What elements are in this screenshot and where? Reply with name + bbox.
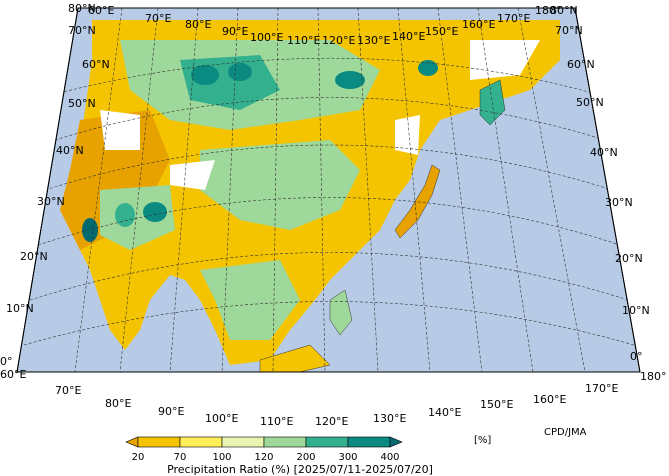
lat-label-right-80: 80°N <box>550 4 578 17</box>
wet-core-5 <box>143 202 167 222</box>
legend-arrow-low <box>125 436 139 448</box>
legend-swatch <box>305 436 349 448</box>
lon-label-bottom-120: 120°E <box>315 415 348 428</box>
lon-label-bottom-90: 90°E <box>158 405 184 418</box>
graticule <box>23 8 635 372</box>
lon-label-bottom-160: 160°E <box>533 393 566 406</box>
lat-label-left-20: 20°N <box>20 250 48 263</box>
lon-label-top-160: 160°E <box>462 18 495 31</box>
lat-label-left-70: 70°N <box>68 24 96 37</box>
lat-label-right-0: 0° <box>630 350 643 363</box>
map-title: Precipitation Ratio (%) [2025/07/11-2025… <box>167 463 433 476</box>
lon-label-top-120: 120°E <box>322 34 355 47</box>
lat-label-right-10: 10°N <box>622 304 650 317</box>
no-data-1 <box>100 110 140 150</box>
legend-swatch <box>221 436 265 448</box>
lon-label-bottom-180: 180° <box>640 370 667 383</box>
lon-label-bottom-100: 100°E <box>205 412 238 425</box>
lon-label-bottom-130: 130°E <box>373 412 406 425</box>
legend-arrow-high <box>389 436 403 448</box>
legend-swatch <box>263 436 307 448</box>
wet-core-2 <box>228 63 252 81</box>
lon-label-bottom-60: 60°E <box>0 368 26 381</box>
lat-label-left-50: 50°N <box>68 97 96 110</box>
lat-label-left-30: 30°N <box>37 195 65 208</box>
lat-label-left-60: 60°N <box>82 58 110 71</box>
no-data-3 <box>395 115 420 155</box>
land-central-wet <box>200 140 360 230</box>
lon-labels-bottom: 60°E 70°E 80°E 90°E 100°E 110°E 120°E 13… <box>0 368 667 428</box>
lon-label-top-90: 90°E <box>222 25 248 38</box>
legend-tick-100: 100 <box>212 452 231 463</box>
lon-label-top-80: 80°E <box>185 18 211 31</box>
lon-label-top-70: 70°E <box>145 12 171 25</box>
lat-label-right-40: 40°N <box>590 146 618 159</box>
lon-label-top-60: 60°E <box>88 4 114 17</box>
land-se-asia <box>200 260 300 340</box>
lon-label-top-170: 170°E <box>497 12 530 25</box>
lon-label-top-180: 180° <box>535 4 562 17</box>
wet-core-3 <box>335 71 365 89</box>
wet-core-7 <box>82 218 98 242</box>
lon-label-top-100: 100°E <box>250 31 283 44</box>
lat-labels-right: 80°N 70°N 60°N 50°N 40°N 30°N 20°N 10°N … <box>550 4 650 363</box>
legend-tick-120: 120 <box>254 452 273 463</box>
lon-label-bottom-80: 80°E <box>105 397 131 410</box>
lon-label-top-140: 140°E <box>392 30 425 43</box>
lat-label-left-40: 40°N <box>56 144 84 157</box>
legend-swatch <box>137 436 181 448</box>
lat-label-right-30: 30°N <box>605 196 633 209</box>
lon-label-bottom-70: 70°E <box>55 384 81 397</box>
lat-label-left-80: 80°N <box>68 2 96 15</box>
lat-label-left-10: 10°N <box>6 302 34 315</box>
wet-core-4 <box>418 60 438 76</box>
lon-label-top-150: 150°E <box>425 25 458 38</box>
legend-tick-400: 400 <box>380 452 399 463</box>
map-frame <box>16 7 641 373</box>
legend-tick-70: 70 <box>174 452 187 463</box>
legend-tick-200: 200 <box>296 452 315 463</box>
lon-label-bottom-140: 140°E <box>428 406 461 419</box>
lat-label-right-70: 70°N <box>555 24 583 37</box>
lon-label-bottom-110: 110°E <box>260 415 293 428</box>
credit-label: CPD/JMA <box>544 427 587 438</box>
land-west-dry <box>60 110 170 250</box>
lat-labels-left: 80°N 70°N 60°N 50°N 40°N 30°N 20°N 10°N … <box>0 2 110 368</box>
legend-swatch <box>179 436 223 448</box>
no-data-2 <box>170 160 215 190</box>
lon-labels-top: 60°E 70°E 80°E 90°E 100°E 110°E 120°E 13… <box>88 4 562 47</box>
legend-tick-300: 300 <box>338 452 357 463</box>
legend-colorbar <box>125 436 403 448</box>
legend-swatch <box>347 436 391 448</box>
wet-core-6 <box>115 203 135 227</box>
land-tibet-wet <box>100 185 175 250</box>
legend-tick-20: 20 <box>132 452 145 463</box>
land-borneo <box>259 344 331 372</box>
wet-core-1 <box>191 65 219 85</box>
legend-unit: [%] <box>474 435 491 446</box>
lat-label-left-0: 0° <box>0 355 13 368</box>
legend-ticks: 20 70 100 120 200 300 400 <box>132 452 400 463</box>
lat-label-right-20: 20°N <box>615 252 643 265</box>
lon-label-top-110: 110°E <box>287 34 320 47</box>
lon-label-bottom-170: 170°E <box>585 382 618 395</box>
lon-label-bottom-150: 150°E <box>480 398 513 411</box>
lat-label-right-60: 60°N <box>567 58 595 71</box>
lat-label-right-50: 50°N <box>576 96 604 109</box>
lon-label-top-130: 130°E <box>357 34 390 47</box>
